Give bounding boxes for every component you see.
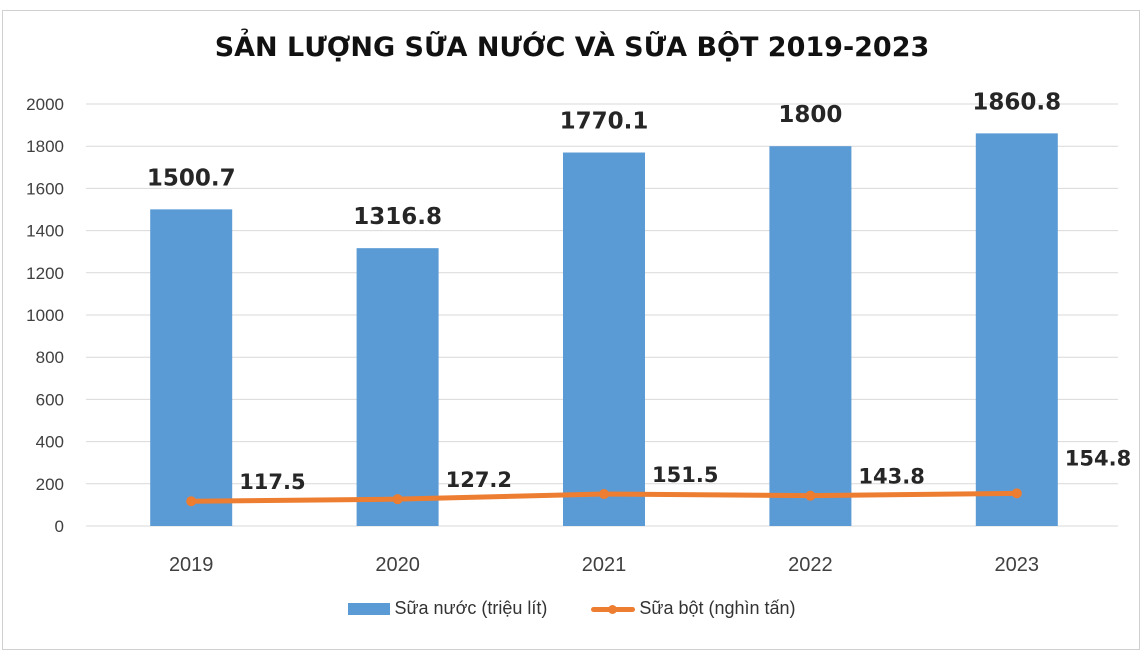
bar-data-label: 1800 [778,102,842,128]
y-tick-label: 800 [36,348,64,367]
bar-2020 [356,248,439,526]
line-marker [805,490,816,501]
legend-line-swatch [591,603,636,615]
line-data-label: 117.5 [239,470,305,494]
y-tick-label: 2000 [26,95,64,114]
y-tick-label: 0 [55,517,64,536]
legend-bar-swatch [348,602,391,615]
x-tick-label: 2022 [788,554,833,576]
line-marker [1011,488,1022,499]
bar-2023 [975,133,1058,526]
chart-legend: Sữa nước (triệu lít) Sữa bột (nghìn tấn) [0,598,1144,619]
bar-data-label: 1316.8 [353,204,442,230]
line-marker [599,489,609,500]
x-tick-label: 2020 [375,554,420,576]
x-tick-label: 2019 [169,554,214,576]
legend-item-milk-powder: Sữa bột (nghìn tấn) [591,598,796,619]
y-tick-label: 1400 [26,222,64,241]
legend-label: Sữa bột (nghìn tấn) [639,598,796,618]
y-tick-label: 600 [36,390,64,409]
bar-data-label: 1770.1 [560,109,649,135]
y-tick-label: 200 [36,475,64,494]
y-tick-label: 1600 [26,179,64,198]
bar-data-label: 1500.7 [147,165,236,191]
x-tick-label: 2023 [995,554,1040,576]
y-tick-label: 400 [36,433,64,452]
bar-2021 [563,152,645,526]
line-marker [392,494,403,505]
bar-data-label: 1860.8 [972,89,1061,115]
line-data-label: 143.8 [858,465,924,489]
y-tick-label: 1200 [26,264,64,283]
y-tick-label: 1800 [26,137,64,156]
chart-title: SẢN LƯỢNG SỮA NƯỚC VÀ SỮA BỘT 2019-2023 [214,32,930,63]
line-data-label: 151.5 [652,463,718,487]
line-data-label: 127.2 [446,468,512,492]
y-tick-label: 1000 [26,306,64,325]
legend-item-milk-liquid: Sữa nước (triệu lít) [348,598,547,619]
bar-2019 [150,209,233,526]
bar-2022 [769,146,852,526]
legend-label: Sữa nước (triệu lít) [394,598,548,618]
line-marker [186,496,197,507]
x-tick-label: 2021 [582,554,627,576]
line-data-label: 154.8 [1065,446,1131,470]
